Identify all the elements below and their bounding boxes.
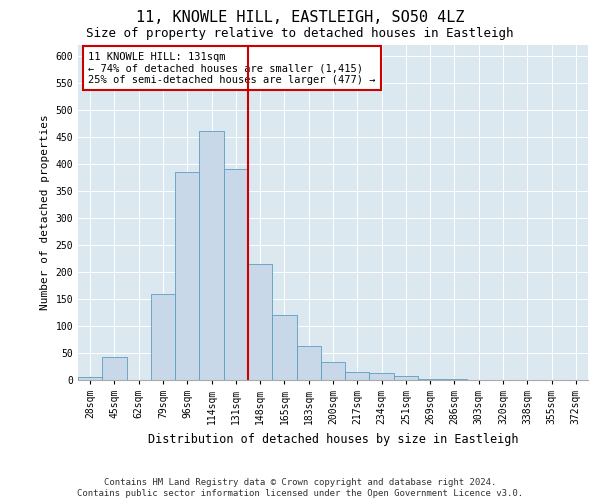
Bar (272, 315, 296, 380)
Bar (296, 346, 321, 380)
Text: 11 KNOWLE HILL: 131sqm
← 74% of detached houses are smaller (1,415)
25% of semi-: 11 KNOWLE HILL: 131sqm ← 74% of detached… (88, 52, 376, 85)
Bar (394, 376, 418, 380)
Bar (370, 373, 394, 380)
Bar (151, 294, 175, 380)
Bar (418, 379, 442, 380)
Bar (102, 358, 127, 380)
Bar (199, 132, 224, 380)
X-axis label: Distribution of detached houses by size in Eastleigh: Distribution of detached houses by size … (148, 432, 518, 446)
Bar (175, 172, 199, 380)
Y-axis label: Number of detached properties: Number of detached properties (40, 114, 50, 310)
Bar (248, 264, 272, 380)
Text: Size of property relative to detached houses in Eastleigh: Size of property relative to detached ho… (86, 28, 514, 40)
Bar (224, 170, 248, 380)
Bar (78, 378, 102, 380)
Bar (345, 372, 370, 380)
Text: 11, KNOWLE HILL, EASTLEIGH, SO50 4LZ: 11, KNOWLE HILL, EASTLEIGH, SO50 4LZ (136, 10, 464, 25)
Bar (321, 362, 345, 380)
Text: Contains HM Land Registry data © Crown copyright and database right 2024.
Contai: Contains HM Land Registry data © Crown c… (77, 478, 523, 498)
